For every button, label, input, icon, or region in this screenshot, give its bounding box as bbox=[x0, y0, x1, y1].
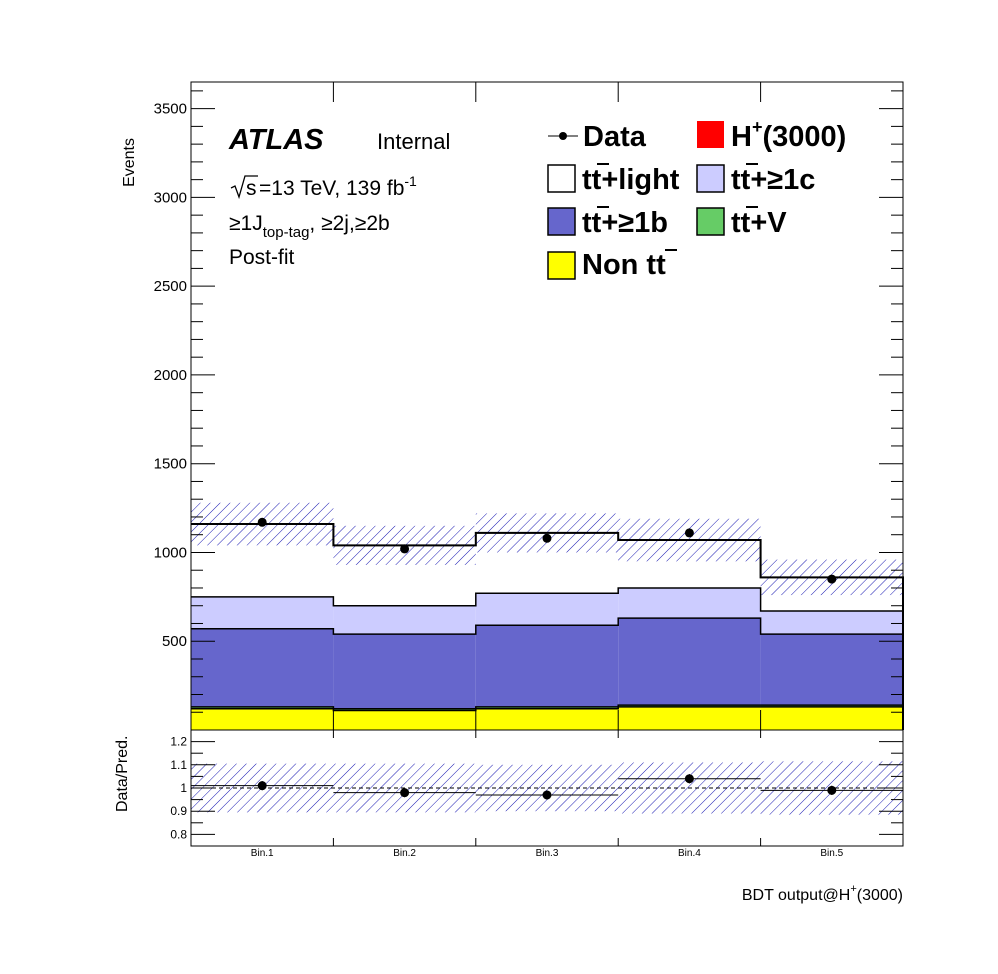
stack-bar-0-bin-5 bbox=[760, 706, 903, 730]
ratio-y-tick-label-4: 1.2 bbox=[170, 735, 187, 749]
ratio-point-bin-5 bbox=[827, 785, 837, 795]
stack-bar-3-bin-5 bbox=[760, 611, 903, 635]
legend-entry-tt-1b: tt+≥1b bbox=[547, 206, 668, 239]
ratio-point-bin-4 bbox=[684, 774, 694, 784]
stack-bar-1-bin-4 bbox=[618, 705, 761, 707]
total-prediction-line bbox=[191, 523, 904, 730]
stack-bar-2-bin-3 bbox=[475, 625, 619, 707]
legend: Data H+(3000) tt+light tt+≥1c tt+≥1b tt+… bbox=[547, 117, 846, 281]
y-tick-label-3000: 3000 bbox=[154, 189, 187, 206]
svg-text:tt+≥1b: tt+≥1b bbox=[582, 207, 668, 239]
ratio-y-tick-label-3: 1.1 bbox=[170, 758, 187, 772]
ratio-point-bin-1 bbox=[257, 781, 267, 791]
stack-bar-1-bin-2 bbox=[333, 708, 476, 711]
stack-bar-3-bin-4 bbox=[618, 587, 761, 619]
stack-bar-3-bin-1 bbox=[191, 596, 334, 629]
bin-label-2: Bin.2 bbox=[393, 848, 416, 859]
y-tick-label-3500: 3500 bbox=[154, 101, 187, 118]
svg-text:=13 TeV, 139 fb-1: =13 TeV, 139 fb-1 bbox=[259, 173, 417, 200]
svg-text:tt+≥1c: tt+≥1c bbox=[731, 164, 815, 196]
stack-bar-2-bin-4 bbox=[618, 618, 761, 706]
bin-label-4: Bin.4 bbox=[678, 848, 701, 859]
svg-text:tt+light: tt+light bbox=[582, 164, 680, 196]
stack-bar-2-bin-5 bbox=[760, 634, 903, 706]
stack-bar-0-bin-3 bbox=[475, 708, 619, 730]
stack-bar-0-bin-4 bbox=[618, 706, 761, 730]
stack-boundary-3 bbox=[191, 587, 903, 612]
legend-entry-tt-1c: tt+≥1c bbox=[696, 163, 815, 196]
svg-text:Data: Data bbox=[583, 121, 647, 153]
bin-label-3: Bin.3 bbox=[536, 848, 559, 859]
stack-bar-1-bin-1 bbox=[191, 706, 334, 709]
energy-label: s =13 TeV, 139 fb-1 bbox=[230, 173, 417, 200]
ratio-y-tick-label-2: 1 bbox=[180, 781, 187, 795]
y-tick-label-500: 500 bbox=[162, 633, 187, 650]
ratio-y-tick-label-0: 0.8 bbox=[170, 827, 187, 841]
stack-bar-2-bin-2 bbox=[333, 634, 476, 709]
data-point-bin-4 bbox=[684, 528, 694, 538]
stack-bar-3-bin-3 bbox=[475, 593, 619, 626]
legend-entry-non-tt: Non tt bbox=[547, 249, 677, 281]
postfit-label: Post-fit bbox=[229, 246, 295, 269]
legend-entry-signal: H+(3000) bbox=[697, 117, 846, 153]
y-tick-label-2500: 2500 bbox=[154, 278, 187, 295]
svg-text:tt+V: tt+V bbox=[731, 207, 787, 239]
y-tick-label-1500: 1500 bbox=[154, 456, 187, 473]
stack-boundary-1 bbox=[191, 704, 903, 710]
ratio-y-axis-title: Data/Pred. bbox=[114, 736, 131, 812]
data-point-bin-3 bbox=[542, 533, 552, 543]
stack-bar-0-bin-2 bbox=[333, 710, 476, 730]
bin-label-5: Bin.5 bbox=[820, 848, 843, 859]
data-point-bin-5 bbox=[827, 574, 837, 584]
bin-label-1: Bin.1 bbox=[251, 848, 274, 859]
y-tick-label-1000: 1000 bbox=[154, 544, 187, 561]
legend-entry-tt-v: tt+V bbox=[696, 206, 787, 239]
selection-label: ≥1Jtop-tag, ≥2j,≥2b bbox=[229, 212, 390, 241]
x-axis-title: BDT output@H+(3000) bbox=[742, 883, 903, 904]
legend-entry-data: Data bbox=[548, 121, 647, 153]
svg-text:s: s bbox=[246, 177, 257, 200]
stack-boundary-2 bbox=[191, 617, 903, 635]
svg-text:Non tt: Non tt bbox=[582, 249, 666, 281]
ratio-y-tick-label-1: 0.9 bbox=[170, 804, 187, 818]
ratio-band-bin-3 bbox=[475, 764, 619, 812]
y-tick-label-2000: 2000 bbox=[154, 367, 187, 384]
stack-bar-1-bin-3 bbox=[475, 706, 619, 709]
internal-label: Internal bbox=[377, 129, 450, 154]
legend-entry-tt-light: tt+light bbox=[547, 163, 680, 196]
stack-bar-0-bin-1 bbox=[191, 708, 334, 730]
svg-text:H+(3000): H+(3000) bbox=[731, 117, 846, 153]
ratio-point-bin-2 bbox=[400, 788, 410, 798]
y-axis-title: Events bbox=[121, 138, 138, 187]
stack-bar-1-bin-5 bbox=[760, 705, 903, 707]
ratio-point-bin-3 bbox=[542, 790, 552, 800]
data-point-bin-1 bbox=[257, 517, 267, 527]
main-plot-area: 500 1000 1500 2000 2500 3000 3500 bbox=[154, 81, 904, 731]
stack-bar-2-bin-1 bbox=[191, 628, 334, 707]
atlas-label: ATLAS bbox=[228, 124, 324, 156]
ratio-plot-area: 0.8 0.9 1 1.1 1.2 Bin.1 Bin.2 Bin.3 Bin.4 Bin.5 bbox=[170, 729, 904, 859]
stack-bar-3-bin-2 bbox=[333, 605, 476, 635]
data-point-bin-2 bbox=[400, 544, 410, 554]
